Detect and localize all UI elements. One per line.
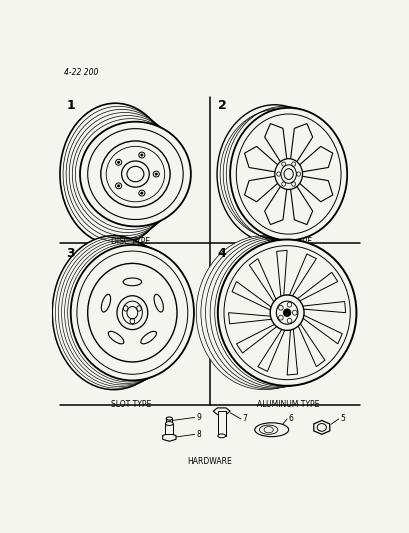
Ellipse shape bbox=[138, 190, 145, 196]
Ellipse shape bbox=[52, 236, 175, 390]
Polygon shape bbox=[288, 254, 316, 298]
Ellipse shape bbox=[88, 263, 177, 362]
Ellipse shape bbox=[165, 422, 173, 425]
Polygon shape bbox=[162, 433, 175, 441]
Ellipse shape bbox=[123, 278, 141, 286]
Ellipse shape bbox=[217, 239, 355, 386]
Text: 4: 4 bbox=[217, 247, 226, 260]
Polygon shape bbox=[276, 251, 286, 300]
Ellipse shape bbox=[216, 105, 332, 244]
Ellipse shape bbox=[274, 159, 302, 189]
Ellipse shape bbox=[71, 245, 193, 381]
Ellipse shape bbox=[138, 152, 145, 158]
Ellipse shape bbox=[254, 423, 288, 437]
Polygon shape bbox=[264, 185, 286, 224]
Polygon shape bbox=[249, 259, 276, 304]
Text: 9: 9 bbox=[196, 413, 201, 422]
FancyBboxPatch shape bbox=[166, 418, 172, 425]
Ellipse shape bbox=[115, 159, 121, 165]
Polygon shape bbox=[313, 421, 329, 434]
Ellipse shape bbox=[108, 332, 124, 344]
Ellipse shape bbox=[200, 237, 336, 389]
Text: ALUMINUM TYPE: ALUMINUM TYPE bbox=[257, 400, 319, 409]
Polygon shape bbox=[298, 147, 332, 172]
Ellipse shape bbox=[283, 309, 290, 317]
FancyBboxPatch shape bbox=[165, 424, 173, 434]
Polygon shape bbox=[231, 281, 273, 311]
Ellipse shape bbox=[141, 332, 156, 344]
Ellipse shape bbox=[196, 236, 331, 390]
Ellipse shape bbox=[259, 425, 277, 434]
Ellipse shape bbox=[154, 294, 163, 312]
Ellipse shape bbox=[270, 295, 303, 330]
Text: SLOT TYPE: SLOT TYPE bbox=[110, 400, 151, 409]
Ellipse shape bbox=[166, 417, 172, 420]
Text: 1: 1 bbox=[66, 99, 75, 111]
Ellipse shape bbox=[140, 192, 143, 194]
FancyBboxPatch shape bbox=[217, 411, 225, 436]
Ellipse shape bbox=[229, 108, 346, 240]
Ellipse shape bbox=[127, 306, 137, 319]
Text: 7: 7 bbox=[242, 414, 247, 423]
Polygon shape bbox=[286, 326, 297, 375]
Ellipse shape bbox=[80, 122, 191, 227]
Polygon shape bbox=[264, 124, 286, 163]
Ellipse shape bbox=[60, 103, 171, 245]
Ellipse shape bbox=[210, 238, 345, 387]
Polygon shape bbox=[290, 185, 312, 224]
Polygon shape bbox=[228, 313, 274, 324]
Text: 6: 6 bbox=[288, 414, 293, 423]
Polygon shape bbox=[296, 321, 324, 367]
Polygon shape bbox=[294, 272, 337, 302]
Ellipse shape bbox=[117, 161, 119, 164]
Polygon shape bbox=[300, 314, 342, 344]
Ellipse shape bbox=[101, 141, 170, 207]
Ellipse shape bbox=[155, 173, 157, 175]
Text: DISC TYPE: DISC TYPE bbox=[111, 237, 150, 246]
Ellipse shape bbox=[205, 237, 340, 388]
Polygon shape bbox=[299, 302, 345, 313]
Text: 8: 8 bbox=[196, 430, 200, 439]
Text: 2: 2 bbox=[217, 99, 226, 111]
Ellipse shape bbox=[117, 185, 119, 187]
Ellipse shape bbox=[140, 154, 143, 156]
Polygon shape bbox=[236, 323, 279, 353]
Polygon shape bbox=[244, 176, 278, 202]
Ellipse shape bbox=[153, 171, 159, 177]
Text: 3: 3 bbox=[66, 247, 74, 260]
Ellipse shape bbox=[214, 239, 349, 386]
Ellipse shape bbox=[217, 434, 225, 438]
Polygon shape bbox=[213, 408, 229, 415]
Polygon shape bbox=[290, 124, 312, 163]
Polygon shape bbox=[298, 176, 332, 202]
Ellipse shape bbox=[101, 294, 110, 312]
Polygon shape bbox=[244, 147, 278, 172]
Polygon shape bbox=[257, 327, 285, 372]
Ellipse shape bbox=[115, 183, 121, 189]
Text: 4-22 200: 4-22 200 bbox=[64, 68, 98, 77]
Ellipse shape bbox=[117, 296, 147, 329]
Ellipse shape bbox=[166, 424, 172, 427]
Text: SPOKE TYPE: SPOKE TYPE bbox=[265, 237, 311, 246]
Ellipse shape bbox=[283, 168, 292, 180]
Text: HARDWARE: HARDWARE bbox=[187, 457, 232, 466]
Text: 5: 5 bbox=[339, 414, 344, 423]
Ellipse shape bbox=[121, 161, 149, 187]
